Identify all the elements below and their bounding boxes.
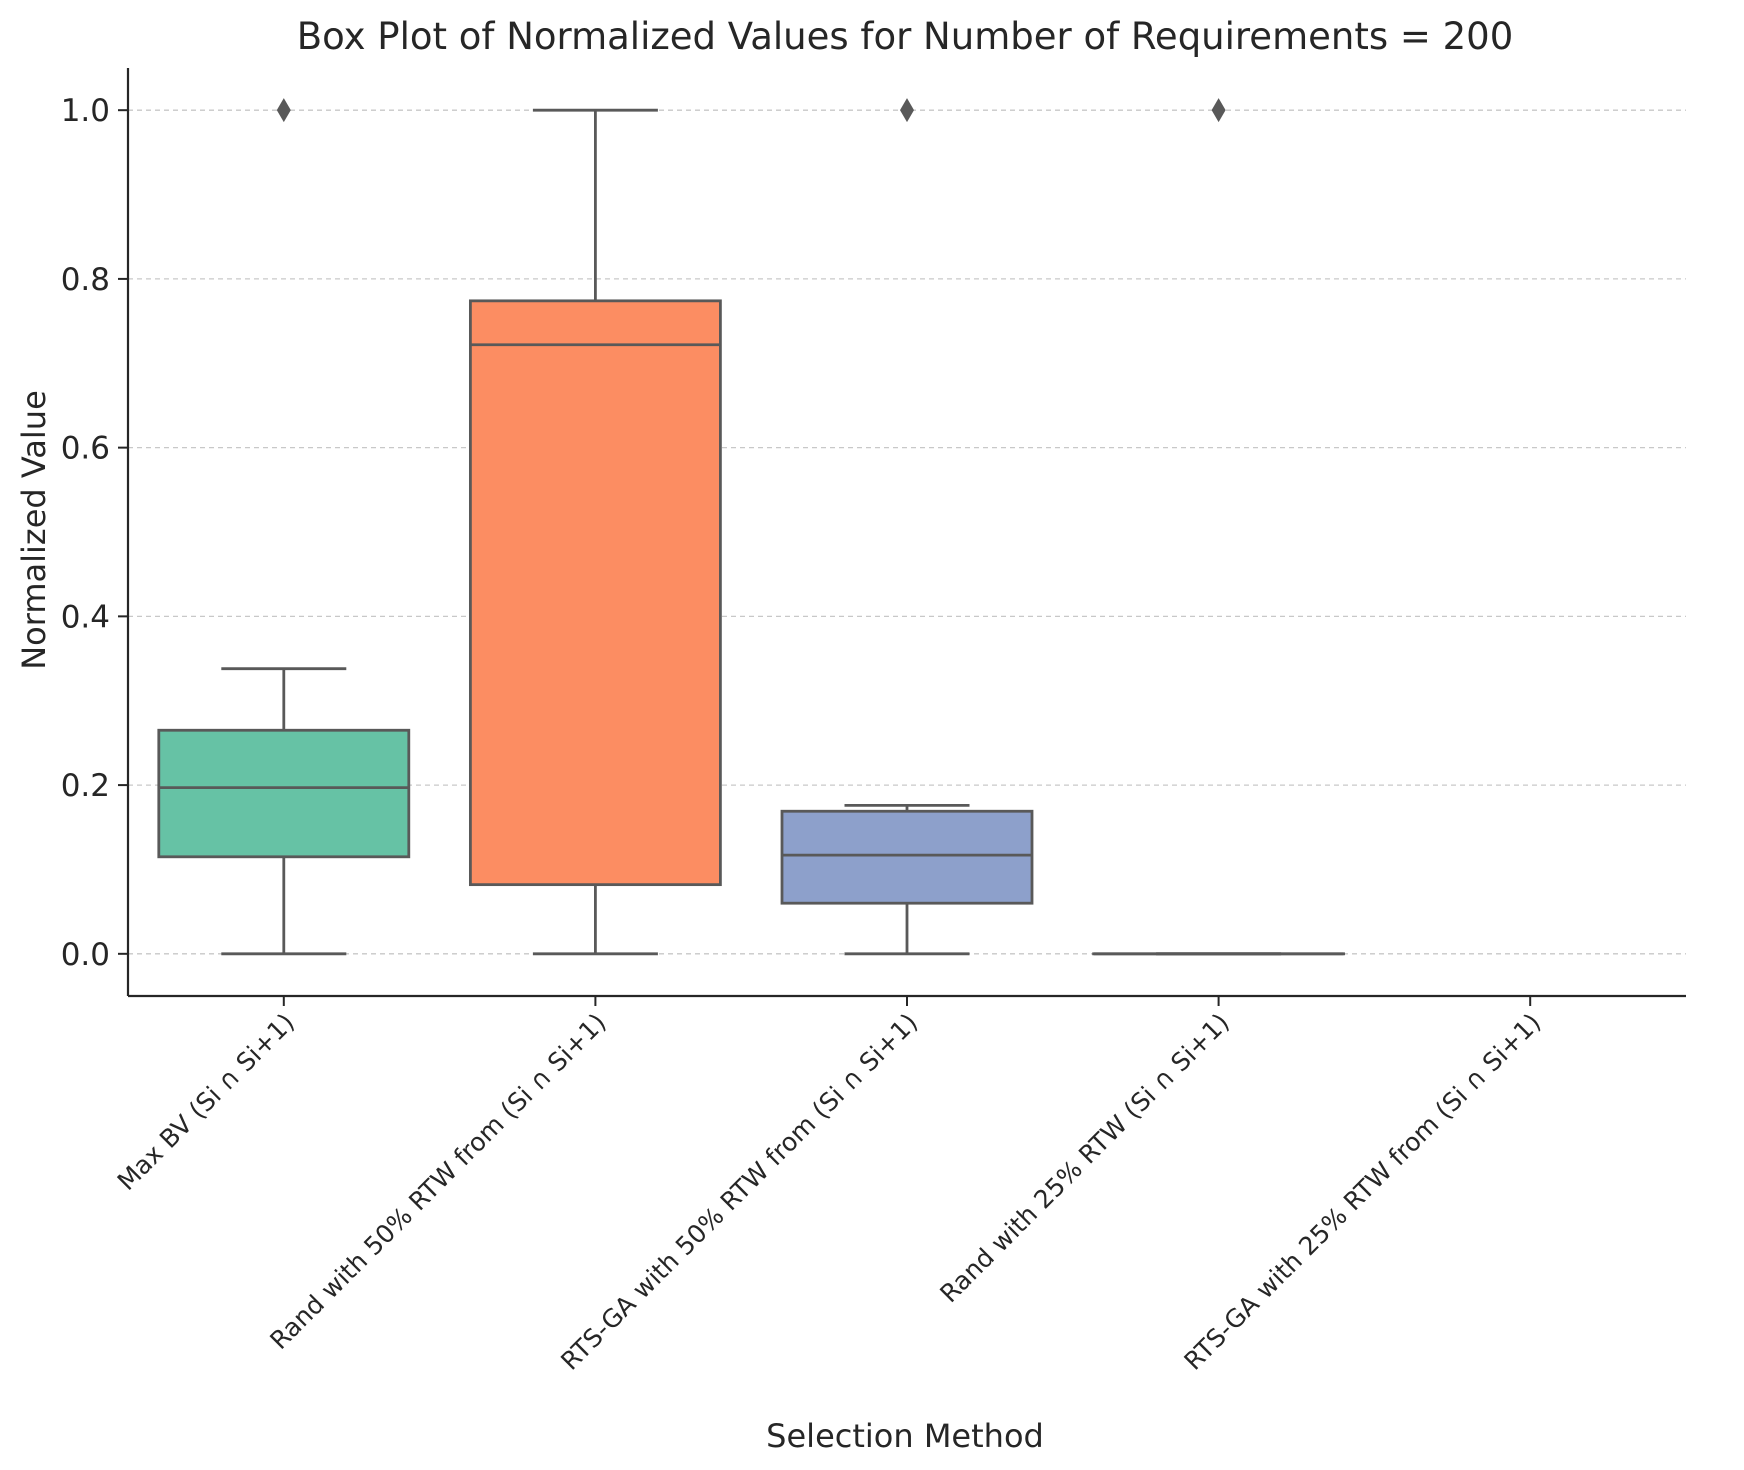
outlier-point (900, 98, 914, 123)
outlier-point (276, 98, 291, 123)
outlier-point (1211, 98, 1226, 123)
box-iqr (157, 728, 411, 859)
x-tick-label: Rand with 25% RTW (Si ∩ Si+1) (934, 1008, 1235, 1309)
y-tick-label: 0.6 (61, 431, 110, 467)
y-tick-label: 0.4 (61, 599, 110, 635)
box-iqr (468, 299, 722, 887)
x-tick-label: Rand with 50% RTW from (Si ∩ Si+1) (264, 1008, 611, 1355)
x-tick-label: Max BV (Si ∩ Si+1) (112, 1008, 300, 1196)
box-layer (157, 98, 1345, 956)
x-tick-label: RTS-GA with 50% RTW from (Si ∩ Si+1) (555, 1008, 923, 1376)
y-tick-label: 0.0 (61, 937, 110, 973)
y-tick-label: 0.2 (61, 768, 110, 804)
x-axis-label: Selection Method (766, 1417, 1044, 1455)
y-axis-label: Normalized Value (15, 390, 53, 670)
chart-title: Box Plot of Normalized Values for Number… (297, 15, 1514, 58)
y-tick-label: 0.8 (61, 262, 110, 298)
x-tick-label: RTS-GA with 25% RTW from (Si ∩ Si+1) (1178, 1008, 1546, 1376)
box-iqr (780, 809, 1034, 905)
y-tick-label: 1.0 (61, 93, 110, 129)
